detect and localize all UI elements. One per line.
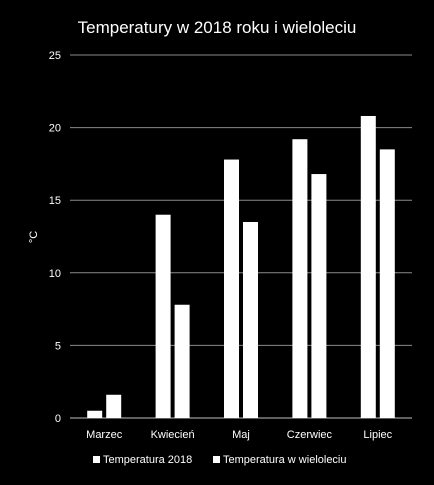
bar-temperatura-wielolecie (311, 174, 327, 418)
bar-temperatura-wielolecie (243, 221, 258, 418)
y-tick-label: 15 (49, 195, 61, 207)
legend-entry: Temperatura 2018 (103, 454, 192, 466)
y-axis-label: °C (28, 231, 40, 243)
bar-temperatura-2018 (292, 139, 308, 418)
y-tick-label: 20 (49, 123, 61, 135)
y-tick-label: 10 (49, 268, 61, 280)
y-axis-ticks: 0 5 10 15 20 25 (49, 50, 61, 425)
y-tick-label: 0 (55, 413, 61, 425)
x-category-label: Maj (232, 429, 250, 441)
category-labels: Marzec Kwiecień Maj Czerwiec Lipiec (86, 429, 392, 441)
x-category-label: Lipiec (363, 429, 392, 441)
bar-temperatura-2018 (155, 214, 171, 418)
bar-temperatura-wielolecie (174, 304, 190, 418)
legend: Temperatura 2018 Temperatura w wieloleciu (93, 454, 347, 466)
bar-temperatura-wielolecie (379, 149, 395, 418)
y-tick-label: 5 (55, 340, 61, 352)
bar-temperatura-2018 (360, 115, 376, 418)
bar-temperatura-2018 (87, 410, 103, 418)
legend-swatch (93, 456, 100, 463)
x-category-label: Marzec (86, 429, 123, 441)
y-tick-label: 25 (49, 50, 61, 62)
legend-swatch (213, 456, 220, 463)
bars (87, 115, 395, 418)
chart-title: Temperatury w 2018 roku i wieloleciu (78, 18, 357, 37)
gridlines (70, 54, 412, 419)
x-category-label: Kwiecień (151, 429, 195, 441)
bar-temperatura-2018 (224, 159, 239, 418)
x-category-label: Czerwiec (287, 429, 333, 441)
bar-temperatura-wielolecie (106, 394, 122, 418)
legend-entry: Temperatura w wieloleciu (223, 454, 347, 466)
